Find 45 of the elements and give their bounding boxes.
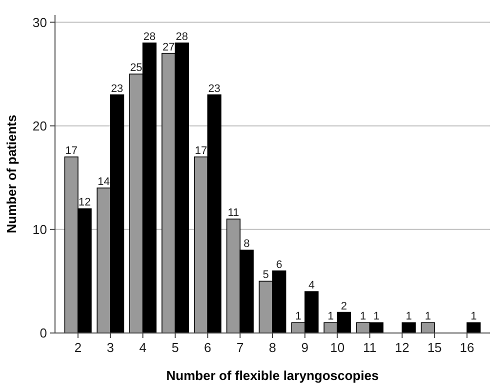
data-label: 25 xyxy=(130,62,142,74)
data-label: 12 xyxy=(78,196,91,209)
data-label: 23 xyxy=(208,82,220,95)
bar xyxy=(402,322,416,334)
data-label: 27 xyxy=(162,41,175,54)
data-label: 17 xyxy=(194,144,208,157)
x-tick-label: 3 xyxy=(106,340,114,355)
data-label: 4 xyxy=(308,280,315,292)
data-label: 1 xyxy=(328,310,334,323)
x-axis-title: Number of flexible laryngoscopies xyxy=(166,368,379,383)
x-tick-label: 5 xyxy=(172,340,179,355)
data-label: 1 xyxy=(295,310,302,323)
data-label: 23 xyxy=(110,82,124,95)
x-tick-label: 8 xyxy=(268,340,276,355)
x-tick-label: 9 xyxy=(301,340,309,355)
x-tick-label: 4 xyxy=(139,340,146,355)
x-tick-label: 2 xyxy=(74,340,82,355)
data-label: 11 xyxy=(228,207,240,220)
y-tick-label: 10 xyxy=(32,222,47,237)
data-label: 2 xyxy=(340,300,348,312)
data-label: 28 xyxy=(143,30,156,43)
data-label: 14 xyxy=(98,176,110,188)
x-tick-label: 6 xyxy=(204,340,212,355)
data-label: 28 xyxy=(176,30,188,43)
y-axis-title: Number of patients xyxy=(4,114,19,234)
data-label: 8 xyxy=(244,238,250,250)
y-tick-label: 30 xyxy=(32,14,47,30)
data-label: 1 xyxy=(470,310,477,323)
y-tick-label: 20 xyxy=(32,118,47,134)
data-label: 1 xyxy=(360,310,366,323)
data-label: 5 xyxy=(262,269,269,282)
x-tick-label: 15 xyxy=(427,340,442,355)
x-tick-label: 12 xyxy=(394,340,410,355)
data-label: 1 xyxy=(373,310,380,323)
x-tick-label: 7 xyxy=(236,340,244,355)
bar xyxy=(466,322,481,334)
x-tick-label: 11 xyxy=(362,340,376,355)
data-label: 6 xyxy=(276,258,282,271)
data-label: 17 xyxy=(65,144,78,157)
x-tick-label: 16 xyxy=(460,340,474,355)
data-label: 1 xyxy=(424,310,431,323)
bar xyxy=(420,322,435,334)
x-tick-label: 10 xyxy=(330,340,345,355)
y-tick-label: 0 xyxy=(40,326,47,341)
data-label: 1 xyxy=(406,310,412,323)
